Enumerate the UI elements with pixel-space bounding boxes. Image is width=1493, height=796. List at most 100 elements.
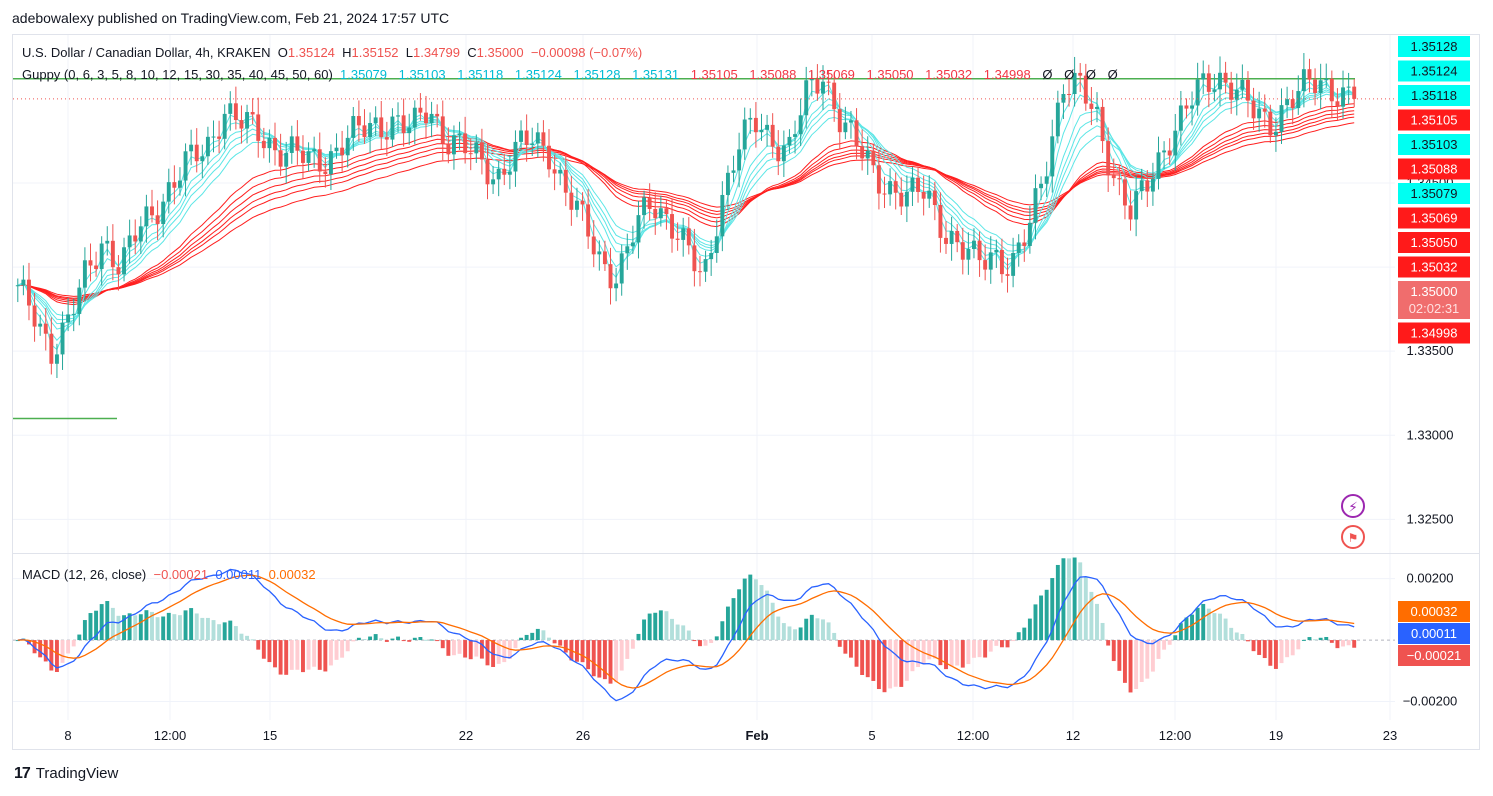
macd-histogram-bar bbox=[256, 640, 261, 650]
macd-tick-label: 0.00200 bbox=[1407, 571, 1454, 586]
macd-histogram-bar bbox=[1072, 557, 1077, 641]
slow-ema-line bbox=[17, 122, 1355, 297]
candle-body bbox=[960, 242, 965, 260]
candle-body bbox=[1150, 178, 1155, 192]
macd-histogram-bar bbox=[1117, 640, 1122, 671]
guppy-empty-values: Ø Ø Ø Ø bbox=[1042, 67, 1125, 82]
candle-body bbox=[530, 143, 535, 145]
fast-ema-line bbox=[17, 91, 1355, 321]
macd-histogram-bar bbox=[183, 610, 188, 641]
macd-histogram-bar bbox=[725, 606, 730, 641]
macd-histogram-bar bbox=[530, 632, 535, 641]
candle-body bbox=[38, 323, 43, 327]
guppy-fast-value: 1.35118 bbox=[457, 67, 507, 82]
candle-body bbox=[1083, 75, 1088, 104]
macd-badge-label: 0.00011 bbox=[1411, 626, 1457, 641]
slow-ema-line bbox=[17, 103, 1355, 306]
macd-histogram-bar bbox=[876, 640, 881, 690]
candle-body bbox=[1173, 130, 1178, 156]
guppy-legend[interactable]: Guppy (0, 6, 3, 5, 8, 10, 12, 15, 30, 35… bbox=[22, 67, 1126, 82]
lightning-icon[interactable]: ⚡ bbox=[1341, 494, 1365, 518]
low-label: L bbox=[405, 45, 414, 60]
candle-body bbox=[502, 168, 507, 175]
macd-legend[interactable]: MACD (12, 26, close) −0.00021 0.00011 0.… bbox=[22, 567, 316, 582]
macd-histogram-bar bbox=[1178, 623, 1183, 641]
candle-body bbox=[1268, 111, 1273, 136]
candle-body bbox=[619, 253, 624, 284]
candle-body bbox=[1156, 152, 1161, 179]
macd-histogram-bar bbox=[155, 617, 160, 641]
macd-histogram-bar bbox=[675, 624, 680, 641]
price-badge-label: 1.35103 bbox=[1411, 137, 1458, 152]
candle-body bbox=[949, 230, 954, 244]
candle-body bbox=[848, 120, 853, 123]
candle-body bbox=[826, 81, 831, 83]
macd-histogram-bar bbox=[586, 640, 591, 670]
candle-body bbox=[1257, 108, 1262, 119]
candle-body bbox=[966, 249, 971, 260]
guppy-slow-value: 1.34998 bbox=[983, 67, 1035, 82]
candle-body bbox=[312, 149, 317, 152]
candle-body bbox=[127, 235, 132, 248]
macd-histogram-bar bbox=[524, 634, 529, 641]
candle-body bbox=[563, 169, 568, 193]
candle-body bbox=[21, 279, 26, 286]
symbol-legend[interactable]: U.S. Dollar / Canadian Dollar, 4h, KRAKE… bbox=[22, 45, 642, 60]
candle-body bbox=[614, 283, 619, 289]
candle-body bbox=[871, 150, 876, 166]
fast-ema-line bbox=[17, 89, 1355, 325]
tradingview-logo[interactable]: 17 TradingView bbox=[14, 765, 118, 783]
guppy-empty-value: Ø bbox=[1085, 67, 1100, 82]
candle-body bbox=[569, 192, 574, 210]
macd-histogram-bar bbox=[955, 640, 960, 666]
us-flag-icon[interactable]: ⚑ bbox=[1341, 525, 1365, 549]
candle-body bbox=[776, 146, 781, 162]
candle-body bbox=[994, 249, 999, 253]
macd-histogram-bar bbox=[390, 638, 395, 641]
candle-body bbox=[742, 119, 747, 150]
candle-body bbox=[189, 144, 194, 152]
macd-histogram-bar bbox=[122, 615, 126, 641]
close-value: 1.35000 bbox=[476, 45, 524, 60]
macd-histogram-bar bbox=[547, 637, 551, 641]
candle-body bbox=[664, 208, 669, 215]
macd-histogram-bar bbox=[1044, 589, 1049, 641]
candle-body bbox=[670, 214, 674, 239]
macd-histogram-bar bbox=[759, 585, 764, 641]
macd-histogram-bar bbox=[597, 640, 602, 678]
macd-histogram-bar bbox=[1206, 608, 1211, 641]
macd-histogram-bar bbox=[1134, 640, 1139, 690]
macd-histogram-bar bbox=[161, 616, 166, 641]
candle-body bbox=[412, 107, 417, 128]
candle-body bbox=[379, 117, 384, 138]
candle-body bbox=[284, 152, 289, 167]
guppy-slow-value: 1.35105 bbox=[690, 67, 742, 82]
macd-histogram-bar bbox=[1262, 640, 1267, 659]
macd-histogram-bar bbox=[345, 640, 350, 652]
macd-histogram-bar bbox=[340, 640, 345, 658]
candle-body bbox=[837, 109, 842, 133]
candle-body bbox=[301, 150, 305, 163]
macd-histogram-bar bbox=[1128, 640, 1133, 693]
candle-body bbox=[888, 181, 893, 195]
candle-body bbox=[351, 116, 356, 138]
macd-badge bbox=[1398, 645, 1470, 666]
price-badge bbox=[1398, 281, 1470, 319]
candle-body bbox=[798, 115, 803, 135]
candle-body bbox=[955, 230, 960, 243]
candle-body bbox=[602, 251, 607, 265]
candle-body bbox=[1178, 105, 1183, 131]
macd-histogram-bar bbox=[703, 640, 708, 646]
candle-body bbox=[597, 251, 602, 255]
macd-histogram-bar bbox=[614, 640, 619, 683]
macd-histogram-bar bbox=[166, 612, 171, 641]
macd-histogram-bar bbox=[647, 613, 652, 641]
macd-histogram-bar bbox=[1083, 577, 1088, 641]
candle-body bbox=[429, 113, 434, 124]
candle-body bbox=[608, 264, 613, 289]
macd-histogram-bar bbox=[619, 640, 624, 671]
macd-histogram-bar bbox=[1167, 640, 1172, 645]
macd-histogram-bar bbox=[412, 637, 417, 641]
candle-body bbox=[1190, 105, 1195, 109]
